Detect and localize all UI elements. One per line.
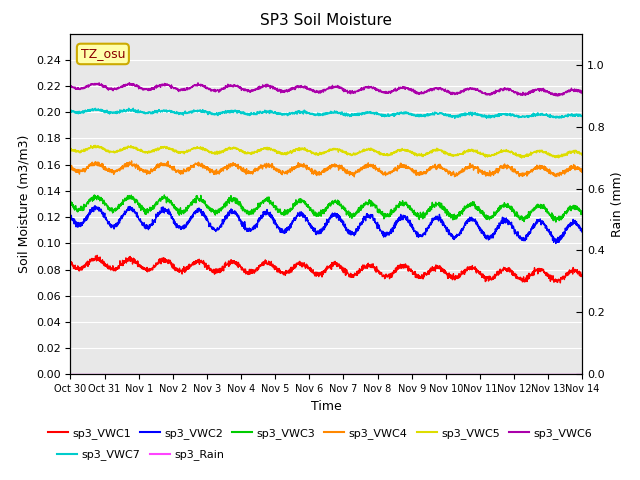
Title: SP3 Soil Moisture: SP3 Soil Moisture [260, 13, 392, 28]
Legend: sp3_VWC1, sp3_VWC2, sp3_VWC3, sp3_VWC4, sp3_VWC5, sp3_VWC6: sp3_VWC1, sp3_VWC2, sp3_VWC3, sp3_VWC4, … [44, 423, 596, 443]
Y-axis label: Rain (mm): Rain (mm) [611, 171, 623, 237]
Y-axis label: Soil Moisture (m3/m3): Soil Moisture (m3/m3) [17, 135, 30, 273]
Text: TZ_osu: TZ_osu [81, 48, 125, 60]
Legend: sp3_VWC7, sp3_Rain: sp3_VWC7, sp3_Rain [53, 445, 228, 465]
X-axis label: Time: Time [311, 400, 342, 413]
